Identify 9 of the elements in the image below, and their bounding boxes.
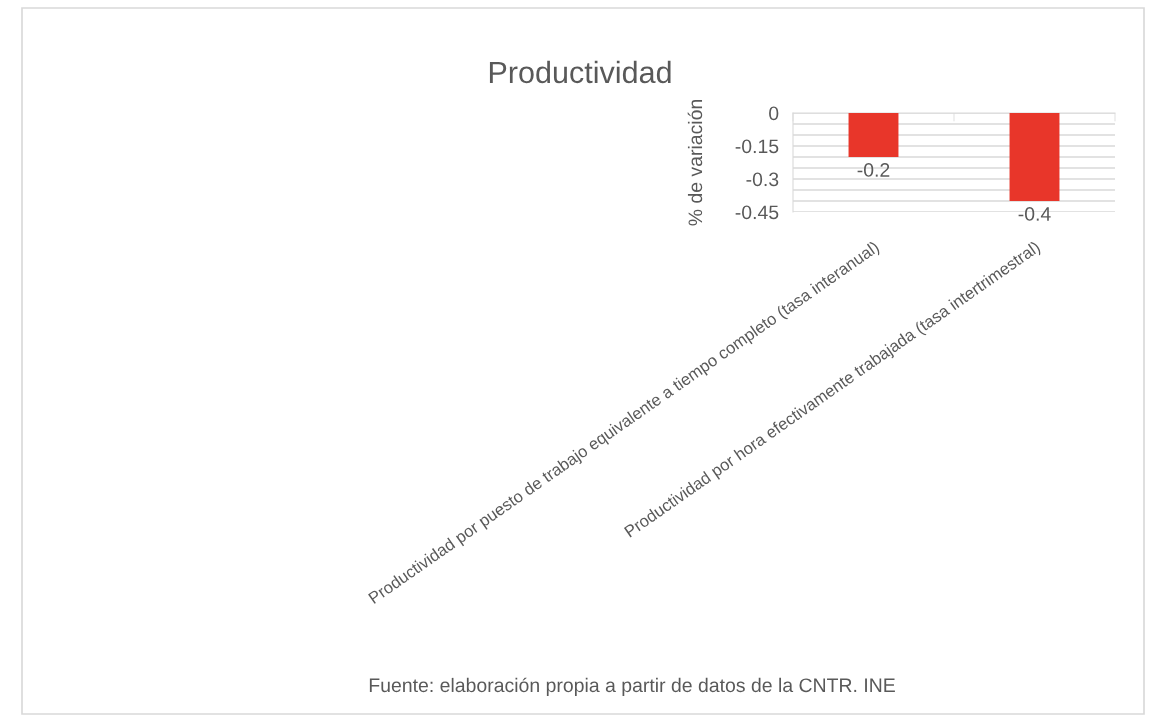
source-note: Fuente: elaboración propia a partir de datos de la CNTR. INE bbox=[369, 677, 895, 696]
y-tick-label: -0.45 bbox=[735, 205, 779, 220]
y-tick-label: -0.3 bbox=[746, 172, 779, 187]
y-axis-title: % de variación bbox=[687, 99, 703, 226]
y-tick-label: -0.15 bbox=[735, 139, 779, 154]
chart-title: Productividad bbox=[489, 60, 671, 84]
y-tick-label: 0 bbox=[769, 106, 779, 121]
data-label: -0.4 bbox=[1018, 207, 1051, 221]
data-label: -0.2 bbox=[857, 163, 890, 177]
